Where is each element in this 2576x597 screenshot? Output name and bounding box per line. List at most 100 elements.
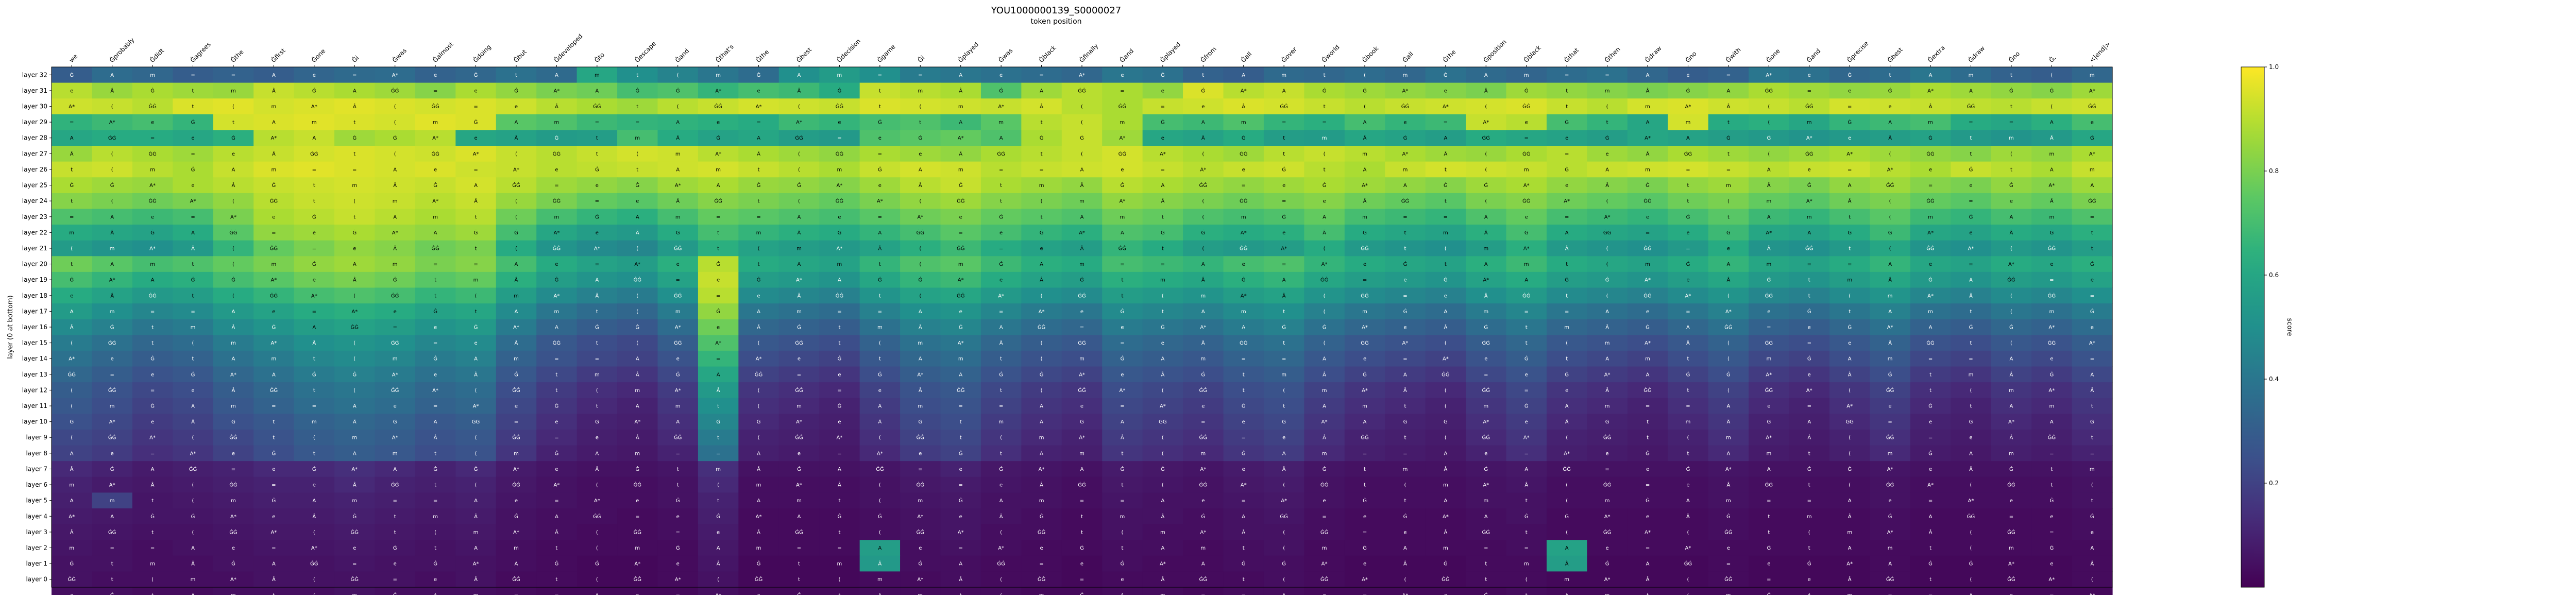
cell-label: Ġ [1282, 324, 1286, 331]
cell-label: A [272, 372, 276, 378]
y-axis-label: layer (0 at bottom) [7, 295, 14, 359]
heatmap-cell [1708, 209, 1749, 225]
cell-label: ĠĠ [997, 150, 1005, 157]
heatmap-cell [980, 114, 1022, 131]
cell-label: Â [1929, 103, 1933, 110]
heatmap-cell [2072, 114, 2113, 131]
heatmap-cell [1102, 98, 1143, 115]
cell-label: Ġ [150, 513, 155, 520]
heatmap-cell [213, 177, 254, 194]
cell-label: Ġ [1484, 324, 1488, 331]
heatmap-cell [536, 225, 578, 241]
cell-label: Â [717, 560, 720, 567]
cell-label: e [1323, 498, 1326, 504]
heatmap-cell [778, 256, 820, 272]
cell-label: = [1444, 120, 1448, 126]
cell-label: ĠĠ [2007, 277, 2015, 283]
cell-label: ( [111, 104, 113, 110]
heatmap-cell [1829, 193, 1871, 210]
heatmap-cell [1425, 114, 1466, 131]
cell-label: A* [190, 199, 196, 204]
cell-label: A* [1362, 388, 1368, 394]
heatmap-cell [1061, 209, 1103, 225]
heatmap-cell [1344, 366, 1385, 383]
cell-label: ( [71, 246, 73, 251]
cell-label: ( [1445, 404, 1447, 410]
cell-label: t [111, 561, 113, 567]
cell-label: Â [1161, 371, 1164, 378]
cell-label: e [555, 467, 558, 472]
cell-label: Ġ [878, 371, 882, 378]
cell-label: e [2050, 262, 2053, 267]
y-tick-label: layer 1 [26, 560, 47, 567]
heatmap-cell [657, 350, 699, 367]
y-tick-label: layer 28 [22, 134, 47, 142]
cell-label: Â [1444, 150, 1447, 157]
heatmap-cell [617, 287, 658, 304]
cell-label: A* [230, 577, 236, 583]
cell-label: = [1848, 104, 1852, 110]
cell-label: = [1403, 451, 1407, 456]
heatmap-cell [213, 114, 254, 131]
heatmap-cell [1466, 366, 1507, 383]
cell-label: ĠĠ [1361, 245, 1369, 251]
cell-label: t [1526, 325, 1528, 331]
heatmap-cell [1506, 271, 1547, 288]
cell-label: m [352, 498, 357, 504]
cell-label: = [393, 498, 397, 504]
cell-label: Â [1242, 103, 1245, 110]
heatmap-cell [2072, 350, 2113, 367]
cell-label: m [1120, 214, 1125, 220]
cell-label: Ġ [1686, 261, 1690, 267]
cell-label: Ġ [716, 261, 720, 267]
heatmap-cell [1951, 350, 1992, 367]
cell-label: m [716, 73, 721, 78]
y-tick-label: layer 19 [22, 276, 47, 283]
cell-label: t [313, 199, 315, 204]
cell-label: ( [111, 151, 113, 157]
heatmap-cell [375, 303, 416, 320]
heatmap-cell [173, 271, 214, 288]
cell-label: A [2009, 404, 2013, 410]
cell-label: t [1162, 246, 1164, 251]
cell-label: ( [758, 435, 760, 441]
cell-label: t [1647, 593, 1649, 595]
cell-label: ( [636, 151, 638, 157]
cell-label: ĠĠ [1199, 182, 1208, 189]
cell-label: = [716, 356, 720, 362]
heatmap-cell [2072, 98, 2113, 115]
cell-label: m [473, 593, 479, 595]
heatmap-cell [1142, 303, 1183, 320]
heatmap-cell [1506, 225, 1547, 241]
cell-label: m [1079, 451, 1084, 456]
cell-label: e [191, 135, 194, 141]
heatmap-cell [1061, 114, 1103, 131]
cell-label: m [1443, 483, 1448, 488]
cell-label: Â [798, 292, 801, 299]
cell-label: ĠĠ [1361, 434, 1369, 441]
heatmap-cell [1385, 82, 1426, 99]
cell-label: = [1848, 262, 1852, 267]
heatmap-cell [1304, 114, 1345, 131]
cell-label: Â [1080, 245, 1084, 251]
heatmap-cell [1344, 350, 1385, 367]
heatmap-cell [1304, 209, 1345, 225]
heatmap-cell [1749, 335, 1790, 351]
cell-label: A* [553, 293, 560, 299]
cell-label: t [1243, 545, 1245, 551]
heatmap-cell [1506, 161, 1547, 178]
heatmap-cell [940, 82, 981, 99]
cell-label: Ġ [2049, 87, 2054, 94]
cell-label: A* [1362, 325, 1368, 331]
heatmap-cell [1425, 225, 1466, 241]
cell-label: A [70, 498, 74, 504]
cell-label: Â [959, 576, 962, 583]
heatmap-cell [173, 193, 214, 210]
cell-label: Ġ [1605, 418, 1609, 425]
cell-label: ĠĠ [391, 387, 399, 394]
cell-label: t [151, 530, 154, 535]
cell-label: Â [1282, 292, 1286, 299]
heatmap-cell [253, 335, 295, 351]
cell-label: ( [1808, 530, 1810, 535]
heatmap-cell [1506, 287, 1547, 304]
